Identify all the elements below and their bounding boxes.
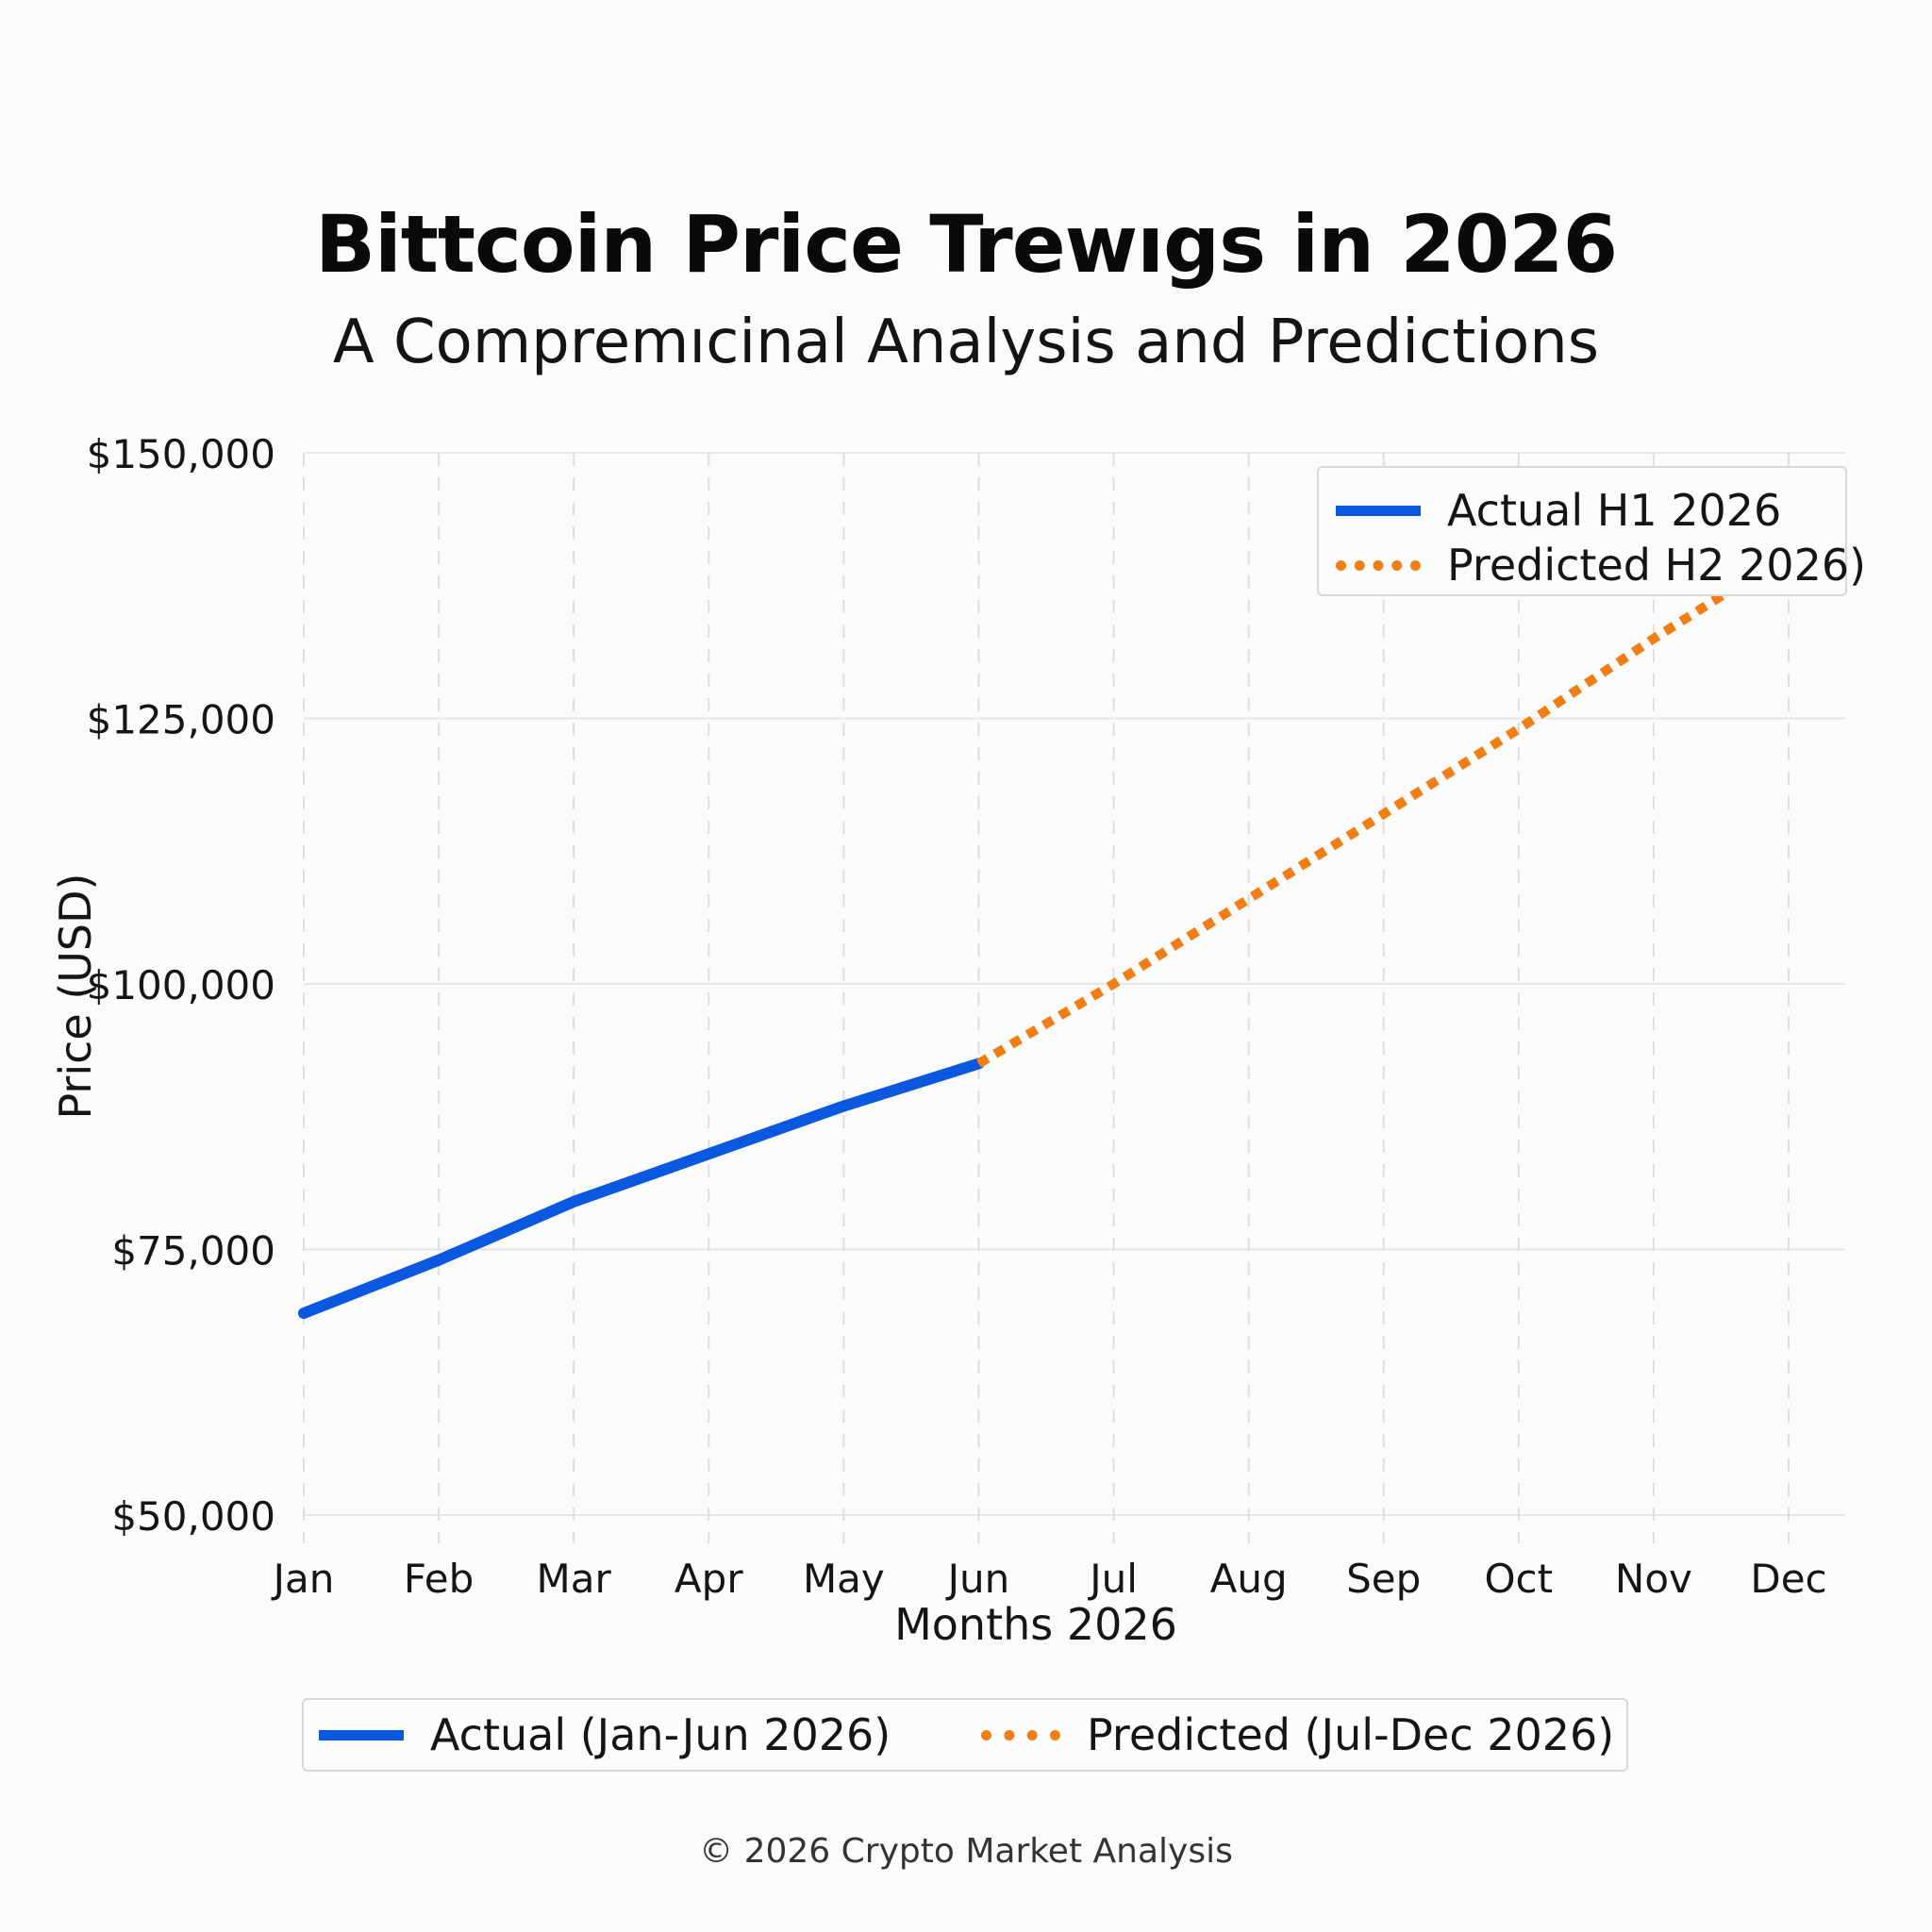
data-point [1113,983,1115,985]
data-point [977,1062,979,1064]
x-tick-label: Oct [1485,1556,1554,1602]
legend-label-predicted: Predicted H2 2026) [1447,540,1867,591]
legend-label-actual: Actual H1 2026 [1447,485,1782,536]
legend-bottom: Actual (Jan-Jun 2026) Predicted (Jul-Dec… [302,1698,1628,1772]
legend-label-predicted-range: Predicted (Jul-Dec 2026) [1087,1709,1615,1760]
y-tick-label: $75,000 [111,1228,275,1274]
x-tick-label: Sep [1346,1556,1421,1602]
y-tick-label: $50,000 [111,1493,275,1540]
data-point [1248,898,1250,900]
x-tick-label: Jun [945,1556,1010,1602]
x-tick-label: Jan [271,1556,335,1602]
legend-swatch-solid [1336,505,1421,516]
legend-top: Actual H1 2026 Predicted H2 2026) [1317,466,1866,596]
legend-item-predicted-range: Predicted (Jul-Dec 2026) [981,1709,1614,1760]
chart-title: Bittcoin Price Trewıgs in 2026 [314,198,1618,291]
x-tick-label: Feb [404,1556,474,1602]
data-point [573,1201,575,1203]
x-axis-label: Months 2026 [894,1599,1177,1650]
x-tick-label: Mar [537,1556,612,1602]
data-point [1518,728,1520,730]
y-tick-label: $125,000 [87,697,275,743]
legend-swatch-dotted [981,1729,1060,1740]
x-tick-label: Apr [675,1556,743,1602]
series [298,549,1791,1320]
series-line-actual [298,1058,985,1320]
y-tick-label: $150,000 [87,431,275,477]
legend-swatch-dotted [1336,559,1421,571]
grid [303,452,1845,1543]
legend-label-actual-range: Actual (Jan-Jun 2026) [430,1709,891,1760]
data-point [1653,638,1655,640]
data-point [842,1105,844,1107]
x-tick-label: Aug [1210,1556,1288,1602]
y-tick-label: $100,000 [87,962,275,1008]
legend-item-predicted: Predicted H2 2026) [1336,540,1866,591]
legend-swatch-solid [319,1729,404,1740]
x-tick-label: May [803,1556,885,1602]
axis-ticks: $50,000 $75,000 $100,000 $125,000 $150,000 Ja… [87,431,1827,1602]
data-point [438,1259,440,1261]
footer-copyright: © 2026 Crypto Market Analysis [699,1832,1233,1871]
x-tick-label: Nov [1615,1556,1692,1602]
y-axis-label: Price (USD) [50,873,101,1119]
legend-item-actual: Actual H1 2026 [1336,485,1781,536]
data-point [708,1153,709,1155]
legend-item-actual-range: Actual (Jan-Jun 2026) [319,1709,891,1760]
x-tick-label: Dec [1750,1556,1826,1602]
data-point [303,1312,305,1314]
data-point [1383,813,1385,815]
x-tick-label: Jul [1087,1556,1138,1602]
chart-subtitle: A Compremıcinal Analysis and Predictions [332,308,1600,377]
